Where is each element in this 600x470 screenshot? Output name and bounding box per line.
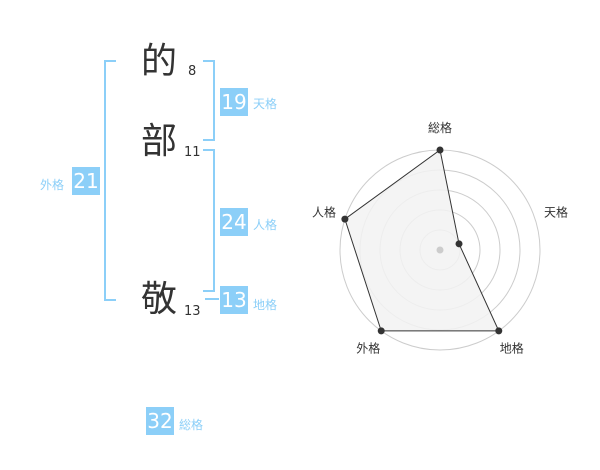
stroke-count-2: 11 [184,145,201,160]
tenkaku-label: 天格 [253,97,278,111]
stroke-count-3: 13 [184,304,201,319]
jinkaku-bracket [203,149,215,292]
radar-axis-label: 総格 [428,120,452,135]
name-char-3: 敬 [141,279,178,320]
jinkaku-label: 人格 [253,218,278,232]
soukaku-label: 総格 [179,418,204,432]
name-char-2: 部 [141,121,178,162]
radar-point [377,327,385,335]
radar-point [341,215,349,223]
chikaku-value: 13 [220,286,248,314]
radar-axis-label: 地格 [500,341,524,356]
tenkaku-bracket [203,60,215,141]
soukaku-value: 32 [146,407,174,435]
gaikaku-bracket [104,60,116,301]
radar-center [436,246,444,254]
chikaku-connector [205,298,219,300]
chikaku-label: 地格 [253,298,278,312]
tenkaku-value: 19 [220,88,248,116]
radar-axis-label: 人格 [312,204,336,219]
radar-axis-label: 天格 [544,204,568,219]
stroke-count-1: 8 [188,64,197,79]
radar-area [344,149,500,332]
radar-point [436,146,444,154]
gaikaku-value: 21 [72,167,100,195]
radar-axis-label: 外格 [356,341,380,356]
jinkaku-value: 24 [220,208,248,236]
name-char-1: 的 [141,41,178,82]
radar-point [455,240,463,248]
radar-point [495,327,503,335]
gaikaku-label: 外格 [40,178,65,192]
